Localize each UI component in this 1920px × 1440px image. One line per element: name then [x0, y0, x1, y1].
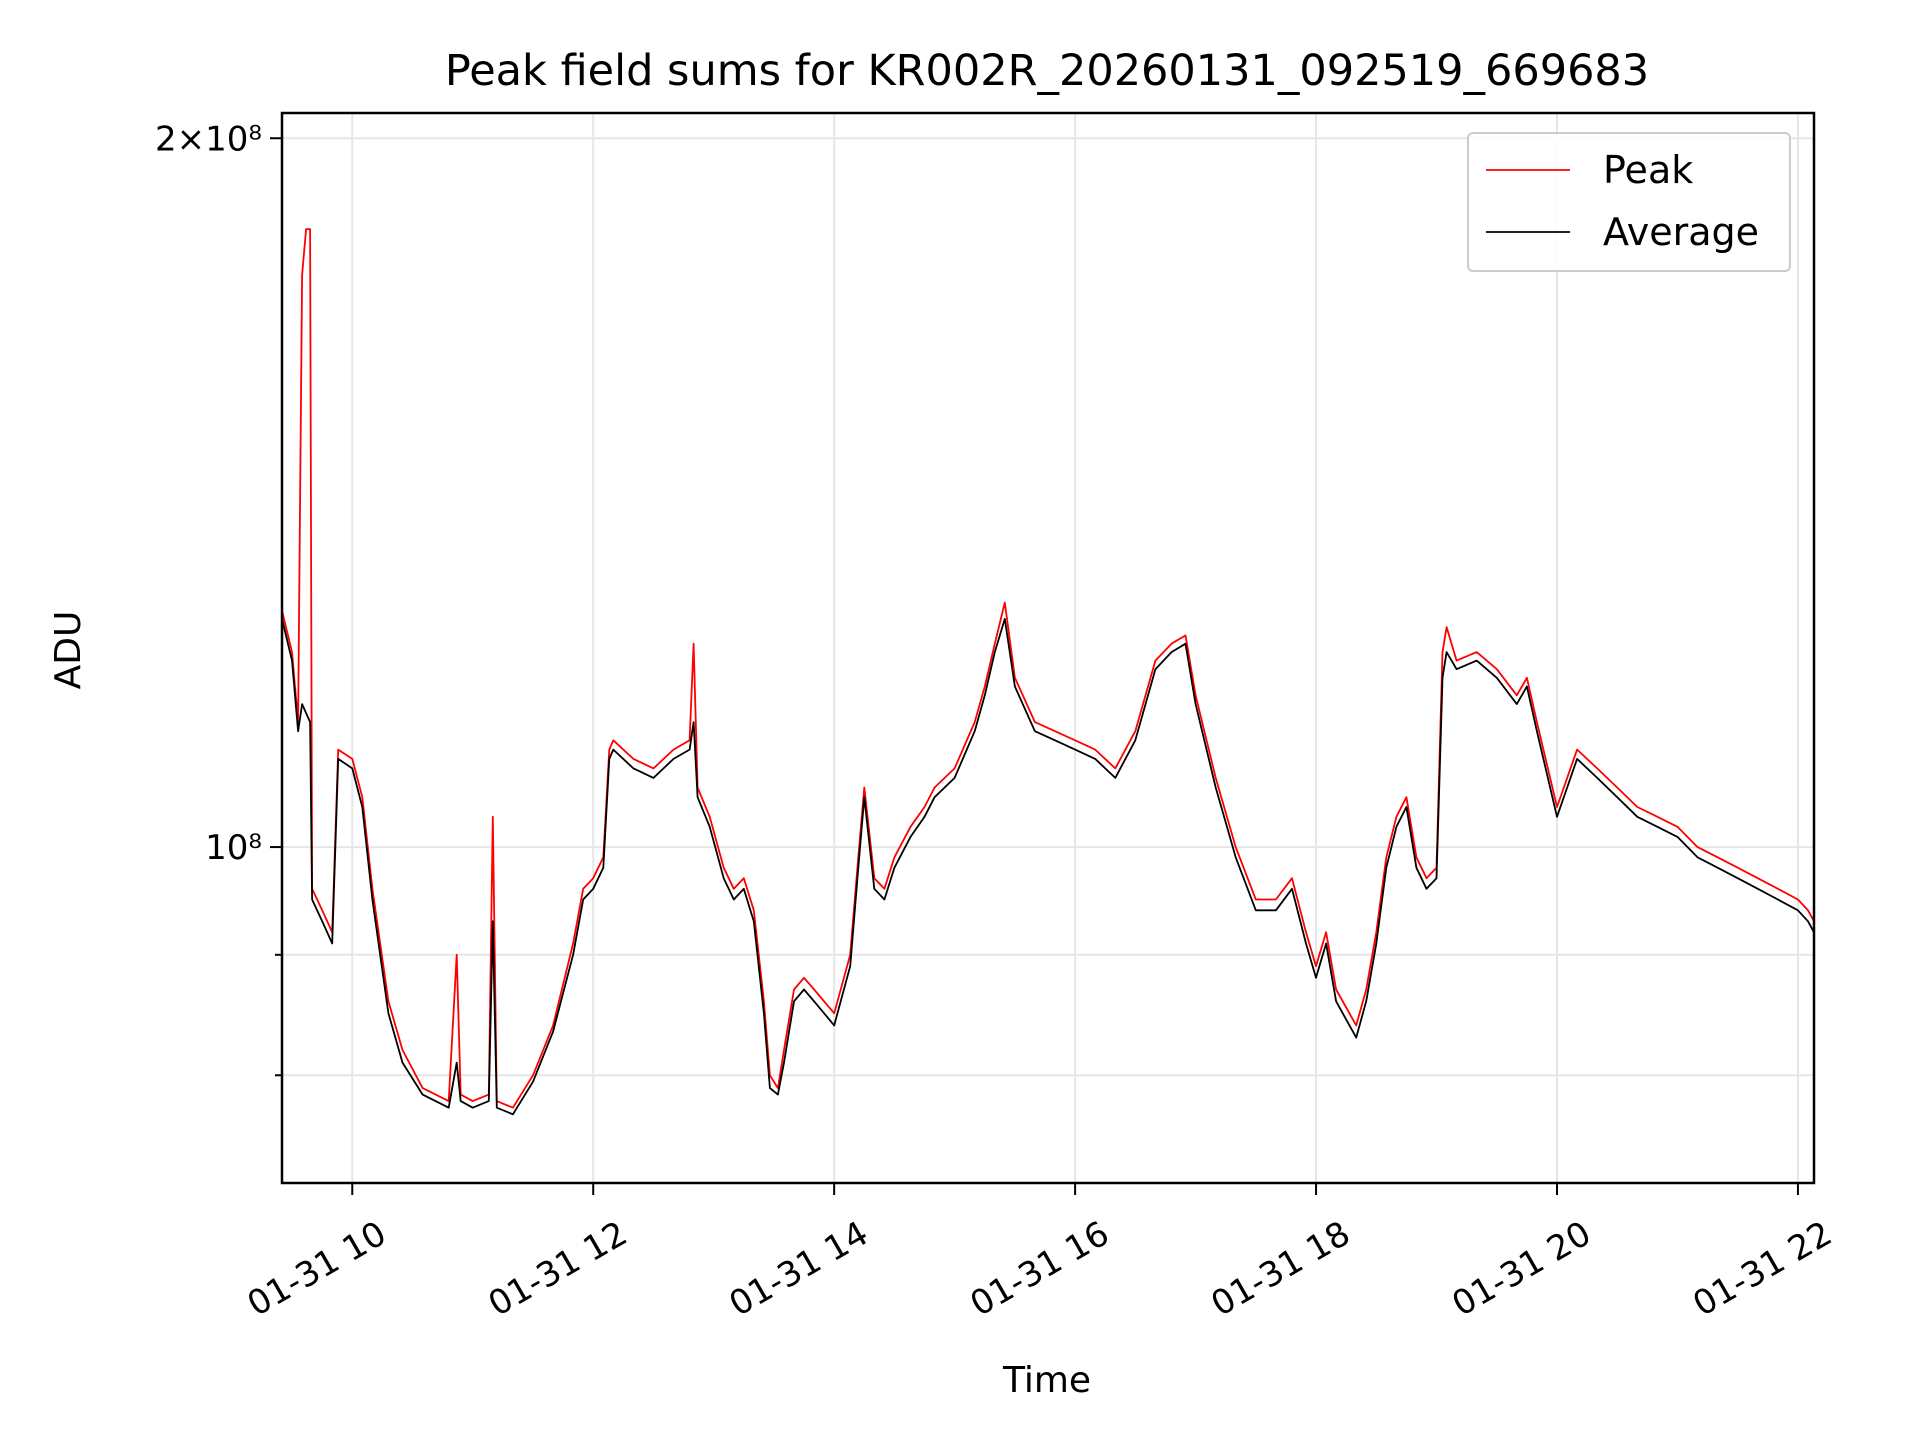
x-axis-label: Time: [1002, 1360, 1091, 1401]
legend: Peak Average: [1467, 132, 1791, 272]
series-layer: [282, 228, 1814, 1116]
y-axis: 2×10⁸ 10⁸: [155, 119, 282, 1077]
plot-area: [282, 113, 1814, 1183]
plot-frame: [280, 111, 1816, 1185]
series-line-average: [282, 618, 1814, 1116]
legend-peak-label: Peak: [1603, 148, 1693, 192]
chart-title: Peak field sums for KR002R_20260131_0925…: [445, 46, 1649, 96]
y-tick-label: 2×10⁸: [155, 119, 262, 159]
y-axis-label: ADU: [48, 611, 89, 690]
y-tick-label: 10⁸: [205, 828, 262, 868]
legend-box: [1467, 132, 1791, 272]
legend-average-label: Average: [1603, 210, 1759, 254]
grid: [282, 113, 1814, 1183]
series-line-peak: [282, 228, 1814, 1109]
